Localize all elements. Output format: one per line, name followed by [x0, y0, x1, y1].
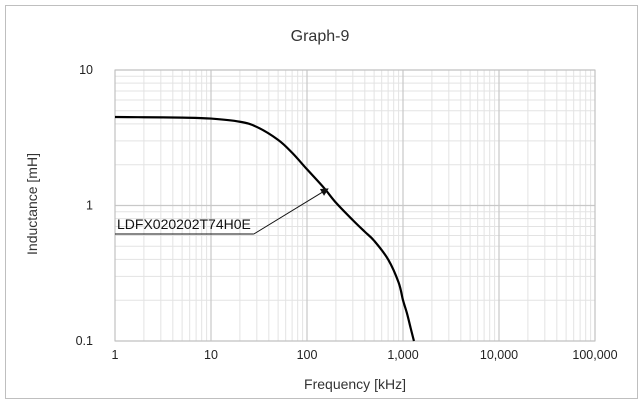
y-tick-labels: 0.1 1 10 — [76, 63, 93, 348]
x-tick-labels: 1 10 100 1,000 10,000 100,000 — [112, 348, 618, 362]
chart-frame — [5, 5, 638, 399]
annotation-group: LDFX020202T74H0E — [115, 188, 329, 235]
y-tick-label: 0.1 — [76, 334, 93, 348]
annotation-label: LDFX020202T74H0E — [117, 216, 251, 232]
series-group — [114, 115, 416, 342]
plot-area-border — [114, 69, 596, 342]
x-tick-label: 1,000 — [387, 348, 418, 362]
chart-title: Graph-9 — [291, 28, 350, 45]
x-tick-label: 10 — [204, 348, 218, 362]
y-axis-label: Inductance [mH] — [24, 153, 40, 255]
x-tick-label: 10,000 — [480, 348, 518, 362]
series-line — [114, 115, 416, 342]
x-axis-label: Frequency [kHz] — [304, 376, 406, 392]
x-tick-label: 100,000 — [572, 348, 617, 362]
y-tick-label: 1 — [86, 199, 93, 213]
x-tick-label: 1 — [112, 348, 119, 362]
y-tick-label: 10 — [79, 63, 93, 77]
x-tick-label: 100 — [297, 348, 318, 362]
annotation-arrow — [253, 188, 329, 235]
